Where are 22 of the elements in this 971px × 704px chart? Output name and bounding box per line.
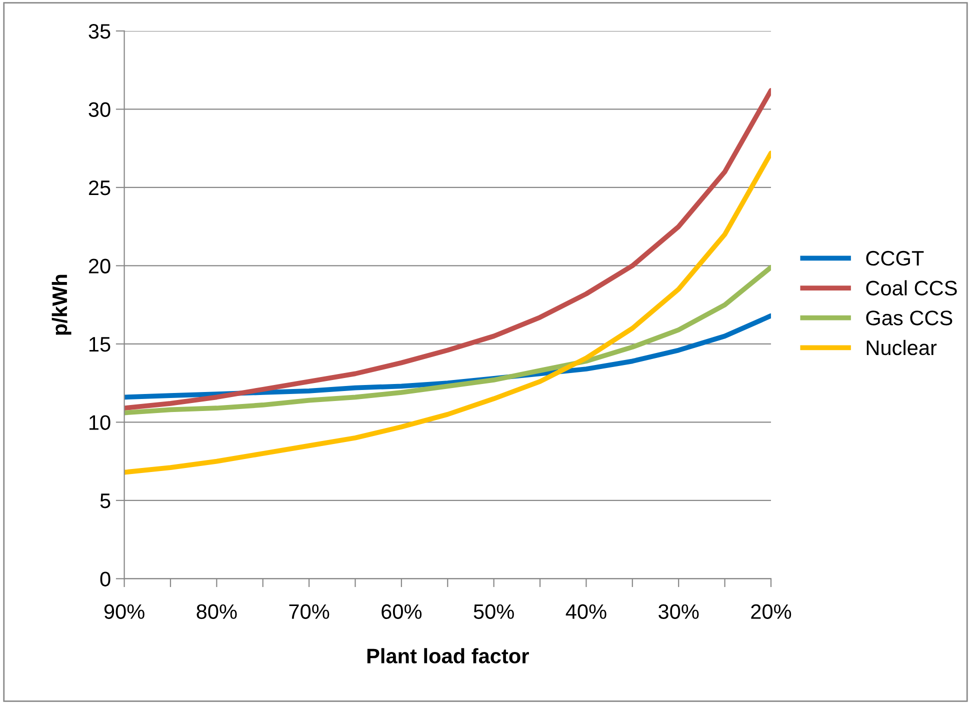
y-tick-label: 35: [88, 24, 110, 39]
legend-label: Coal CCS: [866, 280, 957, 296]
legend-label: Gas CCS: [866, 310, 952, 326]
y-tick-label: 0: [100, 572, 110, 586]
x-tick-label: 30%: [658, 604, 699, 619]
y-tick-label: 15: [90, 337, 110, 352]
x-tick-label: 40%: [566, 604, 606, 619]
x-tick-label: 50%: [474, 604, 514, 619]
y-tick-label: 30: [88, 102, 110, 117]
x-tick-label: 80%: [196, 604, 237, 619]
y-tick-label: 10: [90, 415, 110, 430]
x-tick-label: 90%: [104, 604, 144, 619]
legend-label: Nuclear: [866, 340, 937, 356]
y-tick-label: 20: [88, 258, 110, 274]
x-axis-title: Plant load factor: [367, 648, 529, 664]
y-axis-title: p/kWh: [52, 274, 72, 335]
x-tick-label: 20%: [751, 604, 792, 619]
legend-label: CCGT: [866, 250, 924, 266]
y-tick-label: 25: [88, 180, 110, 196]
x-tick-label: 70%: [289, 604, 330, 619]
y-tick-label: 5: [100, 494, 110, 508]
x-tick-label: 60%: [382, 604, 422, 619]
